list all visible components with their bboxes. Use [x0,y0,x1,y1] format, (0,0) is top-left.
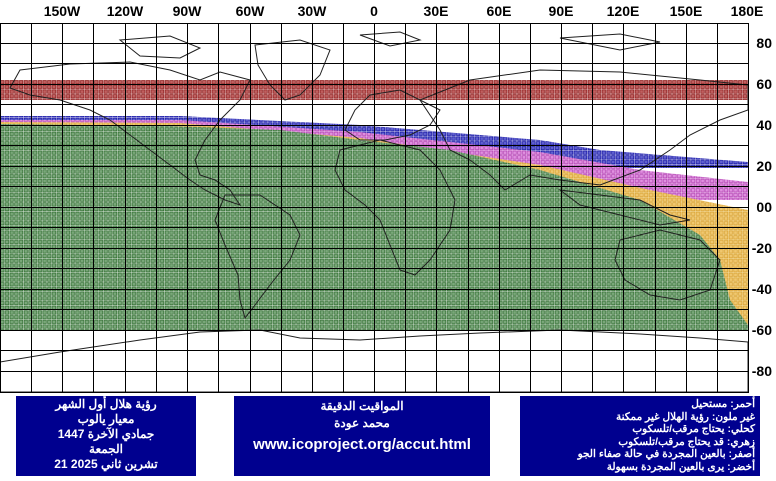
lon-label: 60W [236,3,266,19]
legend-item-red: أحمر: مستحيل [691,398,755,410]
title-text: رؤية هلال أول الشهر [55,397,157,411]
lon-label: 0 [370,3,378,19]
lat-label: -20 [752,240,772,256]
lon-label: 150E [670,3,703,19]
lon-label: 180E [731,3,764,19]
legend-item-navy: كحلي: يحتاج مرقب/تلسكوب [632,423,755,436]
accurate-times-text: المواقيت الدقيقة [320,399,404,413]
coast-arctic-islands [118,31,661,59]
legend-item-yellow: أصفر: بالعين المجردة في حالة صفاء الجو [577,448,755,461]
hijri-month-text: جمادي الآخرة 1447 [57,427,155,441]
lat-label: 00 [756,199,772,215]
coast-antarctica [0,329,748,392]
coast-southeast-asia [558,189,691,226]
lon-label: 30E [424,3,449,19]
criterion-text: معيار يالوب [77,412,135,426]
lon-label: 120W [107,3,144,19]
map-grid [0,23,749,393]
lon-label: 90E [549,3,574,19]
weekday-text: الجمعة [89,442,123,456]
lat-label: 60 [756,76,772,92]
coast-south-america [214,194,301,320]
lat-label: 80 [756,35,772,51]
author-text: محمد عودة [334,416,390,430]
lat-label: -40 [752,281,772,297]
website-link[interactable]: www.icoproject.org/accut.html [253,436,471,453]
legend-panel: أحمر: مستحيل غير ملون: رؤية الهلال غير م… [520,396,760,476]
coast-europe [344,89,441,141]
lon-label: 120E [607,3,640,19]
gregorian-date-text: تشرين ثاني 2025 21 [54,457,158,471]
lon-label: 150W [44,3,81,19]
info-panel-left: رؤية هلال أول الشهر معيار يالوب جمادي ال… [16,396,196,476]
legend-item-uncolored: غير ملون: رؤية الهلال غير ممكنة [615,410,755,423]
lat-label: -60 [752,322,772,338]
lat-label: 40 [756,117,772,133]
coast-africa [334,139,456,276]
latitude-labels: 80 60 40 20 00 -20 -40 -60 -80 [752,35,772,379]
lon-label: 60E [487,3,512,19]
coast-north-america [9,61,251,206]
longitude-labels: 150W 120W 90W 60W 30W 0 30E 60E 90E 120E… [44,3,764,19]
lon-label: 90W [173,3,203,19]
lat-label: -80 [752,363,772,379]
lon-label: 30W [298,3,328,19]
info-panel-center: المواقيت الدقيقة محمد عودة www.icoprojec… [234,396,490,476]
parallel-lines [0,43,748,372]
coast-australia [614,229,721,301]
legend-item-pink: زهري: قد يحتاج مرقب/تلسكوب [618,435,755,448]
legend-item-green: أخضر: يرى بالعين المجردة بسهولة [606,460,755,473]
lat-label: 20 [756,158,772,174]
